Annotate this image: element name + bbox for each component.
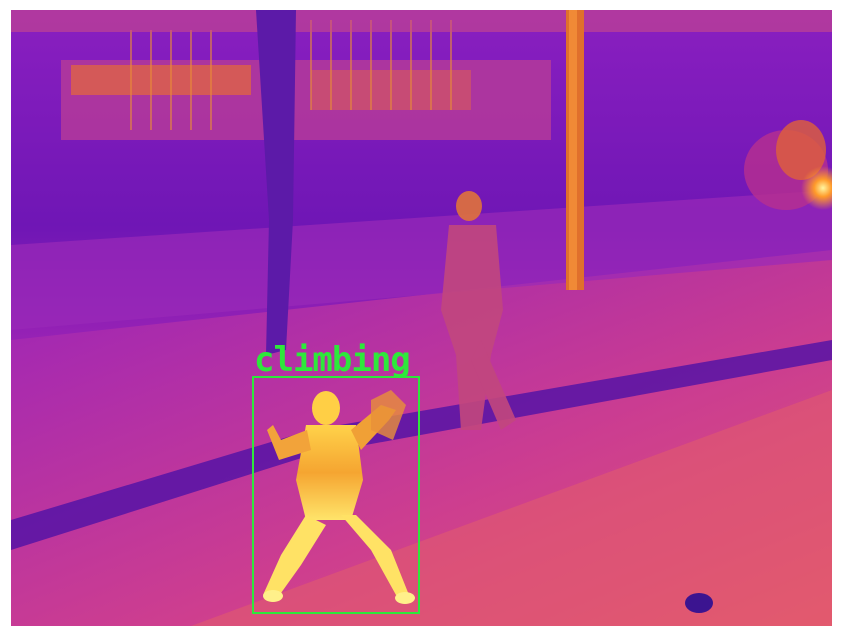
- curb-edge: [11, 340, 832, 550]
- detection-box: [252, 376, 420, 614]
- pedestrian: [441, 191, 516, 430]
- motorcycle: [744, 120, 832, 210]
- tree-trunk: [256, 10, 296, 355]
- thermal-scene: [11, 10, 832, 626]
- detection-label: climbing: [254, 340, 411, 380]
- ground-spot: [685, 593, 713, 613]
- climbing-person: [263, 390, 415, 604]
- thermal-frame: [11, 10, 832, 626]
